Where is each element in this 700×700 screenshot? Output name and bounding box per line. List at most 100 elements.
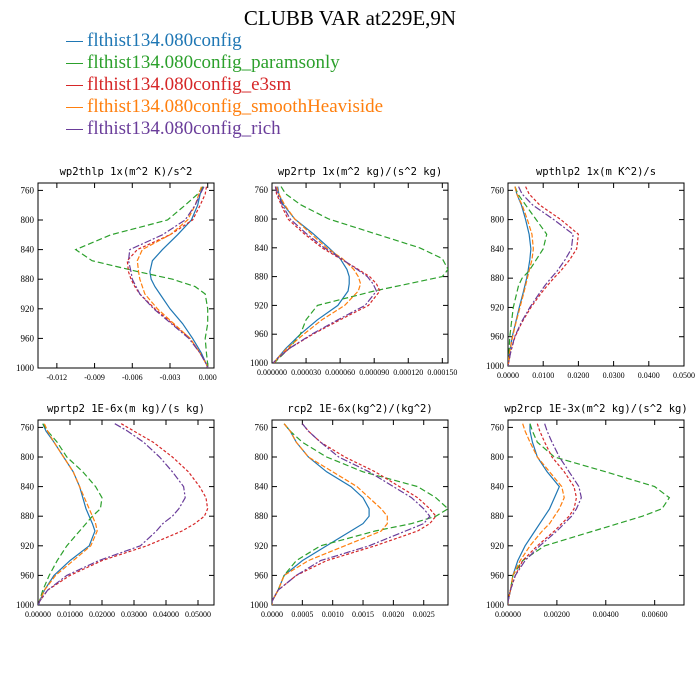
legend-entry: flthist134.080config_e3sm (66, 74, 383, 96)
y-tick-label: 920 (21, 541, 35, 551)
series-line (508, 186, 574, 366)
y-tick-label: 1000 (250, 358, 269, 368)
x-tick-label: 0.0500 (673, 371, 695, 380)
series-line (272, 186, 378, 363)
x-tick-label: 0.04000 (153, 610, 179, 619)
legend-label: flthist134.080config_smoothHeaviside (87, 96, 384, 117)
plot-frame (271, 419, 449, 606)
subplot: wp2rtp 1x(m^2 kg)/(s^2 kg) 760 800 840 880 92… (250, 166, 457, 377)
x-tick-label: 0.0300 (603, 371, 625, 380)
series-line (272, 186, 381, 363)
y-tick-label: 760 (491, 185, 505, 195)
series-line (136, 186, 209, 368)
y-tick-label: 920 (255, 300, 269, 310)
x-tick-label: 0.03000 (121, 610, 147, 619)
y-tick-label: 840 (21, 245, 35, 255)
subplot: wp2thlp 1x(m^2 K)/s^2 760 800 840 880 920 960 1… (16, 166, 217, 382)
x-tick-label: 0.000120 (393, 368, 423, 377)
y-tick-label: 760 (21, 185, 35, 195)
x-tick-label: 0.000150 (427, 368, 457, 377)
x-tick-label: -0.009 (84, 373, 105, 382)
series-line (273, 186, 448, 363)
x-tick-label: 0.00600 (642, 610, 668, 619)
plot-frame (37, 182, 215, 369)
y-tick-label: 1000 (486, 600, 505, 610)
y-tick-label: 800 (21, 215, 35, 225)
x-tick-label: 0.02000 (89, 610, 115, 619)
y-tick-label: 760 (255, 422, 269, 432)
x-tick-label: 0.0005 (291, 610, 313, 619)
x-tick-label: -0.012 (47, 373, 68, 382)
series-line (38, 423, 186, 605)
y-tick-label: 960 (21, 570, 35, 580)
legend-entry: flthist134.080config_paramsonly (66, 52, 383, 74)
subplot-title: wprtp2 1E-6x(m kg)/(s kg) (47, 403, 205, 415)
series-line (273, 186, 362, 363)
y-tick-label: 760 (255, 185, 269, 195)
series-line (508, 423, 578, 605)
legend-label: flthist134.080config_rich (87, 118, 281, 139)
series-line (272, 423, 448, 605)
legend-swatch (66, 84, 83, 86)
y-tick-label: 800 (255, 214, 269, 224)
y-tick-label: 840 (491, 482, 505, 492)
legend-swatch (66, 40, 83, 42)
x-tick-label: 0.00000 (25, 610, 51, 619)
plot-frame (37, 419, 215, 606)
y-tick-label: 1000 (16, 363, 35, 373)
y-tick-label: 1000 (16, 600, 35, 610)
y-tick-label: 1000 (250, 600, 269, 610)
series-line (508, 186, 532, 366)
legend-entry: flthist134.080config_rich (66, 118, 383, 140)
y-tick-label: 840 (491, 244, 505, 254)
y-tick-label: 800 (491, 452, 505, 462)
legend-swatch (66, 62, 83, 64)
x-tick-label: 0.00000 (495, 610, 521, 619)
subplot: rcp2 1E-6x(kg^2)/(kg^2) 760 800 840 880 920 96… (250, 403, 449, 619)
figure-title: CLUBB VAR at229E,9N (243, 6, 457, 30)
legend-label: flthist134.080config_e3sm (87, 74, 292, 95)
plot-frame (271, 182, 449, 364)
subplot-title: wp2thlp 1x(m^2 K)/s^2 (60, 166, 193, 178)
x-tick-label: 0.000000 (257, 368, 287, 377)
series-line (508, 186, 548, 366)
x-tick-label: 0.00400 (593, 610, 619, 619)
series-line (508, 423, 565, 605)
y-tick-label: 880 (491, 273, 505, 283)
series-line (273, 186, 350, 363)
x-tick-label: 0.000090 (359, 368, 389, 377)
y-tick-label: 920 (255, 541, 269, 551)
x-tick-label: 0.05000 (185, 610, 211, 619)
series-line (272, 423, 388, 605)
subplot-title: rcp2 1E-6x(kg^2)/(kg^2) (287, 403, 432, 415)
y-tick-label: 880 (255, 272, 269, 282)
series-line (38, 423, 98, 605)
y-tick-label: 840 (21, 482, 35, 492)
x-tick-label: -0.006 (122, 373, 143, 382)
x-tick-label: 0.000030 (291, 368, 321, 377)
series-line (508, 186, 534, 366)
subplot-title: wpthlp2 1x(m K^2)/s (536, 166, 656, 178)
x-tick-label: 0.0010 (322, 610, 344, 619)
x-tick-label: 0.0000 (497, 371, 519, 380)
series-line (38, 423, 209, 605)
y-tick-label: 880 (255, 511, 269, 521)
y-tick-label: 880 (21, 274, 35, 284)
y-tick-label: 800 (255, 452, 269, 462)
series-line (38, 423, 103, 605)
y-tick-label: 760 (491, 422, 505, 432)
legend-label: flthist134.080config_paramsonly (87, 52, 340, 73)
y-tick-label: 960 (21, 333, 35, 343)
plot-frame (507, 182, 685, 367)
y-tick-label: 960 (491, 570, 505, 580)
y-tick-label: 800 (21, 452, 35, 462)
y-tick-label: 920 (21, 304, 35, 314)
x-tick-label: 0.000060 (325, 368, 355, 377)
x-tick-label: 0.00200 (544, 610, 570, 619)
legend-swatch (66, 106, 83, 108)
series-line (272, 423, 370, 605)
subplot-title: wp2rtp 1x(m^2 kg)/(s^2 kg) (278, 166, 442, 178)
x-tick-label: 0.01000 (57, 610, 83, 619)
series-line (272, 423, 437, 605)
